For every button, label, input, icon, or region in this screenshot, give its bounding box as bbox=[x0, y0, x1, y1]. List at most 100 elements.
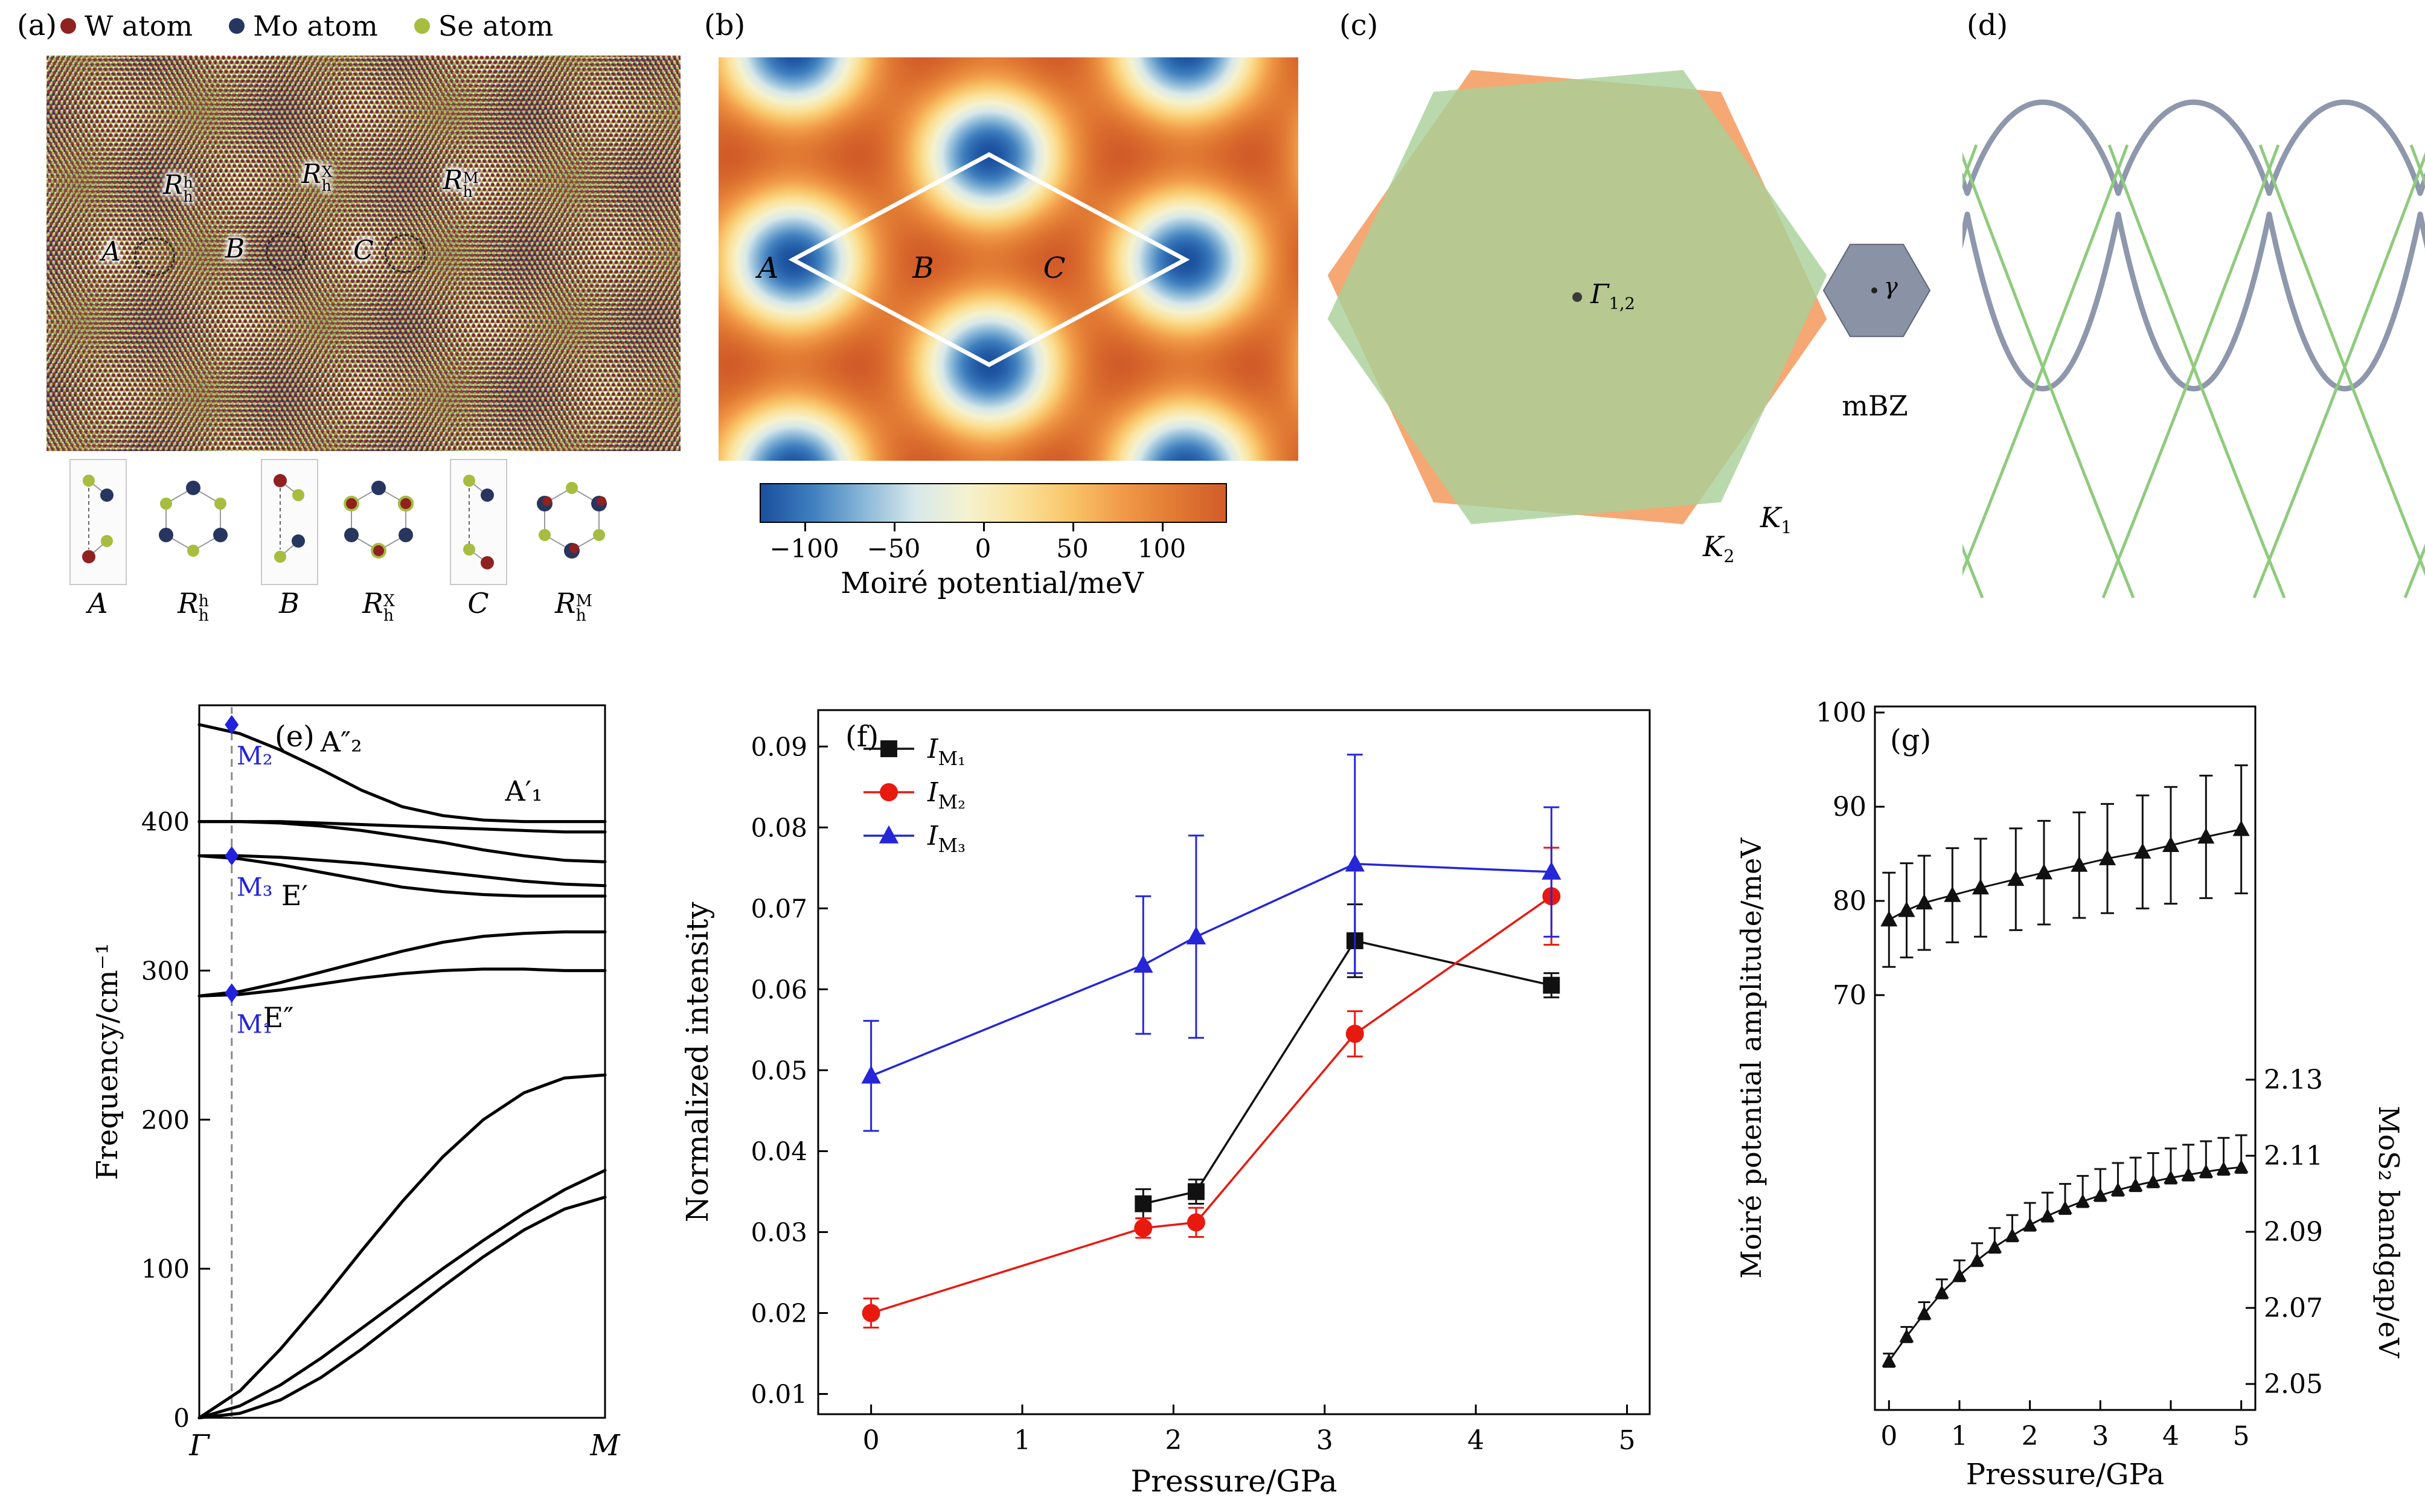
plot-frame bbox=[1874, 705, 2257, 1411]
svg-text:5: 5 bbox=[2233, 1421, 2250, 1452]
svg-text:2.05: 2.05 bbox=[2264, 1369, 2323, 1400]
legend-entry-IM2: IM₂ bbox=[927, 777, 966, 813]
svg-text:2.13: 2.13 bbox=[2264, 1065, 2323, 1095]
svg-text:A″₂: A″₂ bbox=[320, 726, 362, 758]
svg-text:5: 5 bbox=[1618, 1425, 1635, 1456]
series-mos2-bandgap bbox=[1882, 1134, 2249, 1368]
series-IM2 bbox=[862, 847, 1561, 1329]
colorbar-tick bbox=[983, 522, 985, 531]
unfolded-band bbox=[1962, 152, 2135, 598]
k2-label: K2 bbox=[1703, 530, 1735, 567]
svg-text:4: 4 bbox=[2162, 1421, 2179, 1452]
plot-frame bbox=[817, 709, 1651, 1415]
motif-label-c: C bbox=[467, 587, 489, 620]
unfolded-band bbox=[1962, 144, 2129, 577]
svg-text:0: 0 bbox=[863, 1425, 880, 1456]
svg-text:400: 400 bbox=[141, 807, 190, 837]
colorbar-title: Moiré potential/meV bbox=[841, 566, 1144, 600]
svg-text:80: 80 bbox=[1833, 886, 1866, 917]
legend-label-se: Se atom bbox=[438, 10, 554, 42]
svg-text:70: 70 bbox=[1833, 980, 1866, 1011]
svg-text:0: 0 bbox=[1880, 1421, 1897, 1452]
colorbar-tick-label: 50 bbox=[1056, 534, 1089, 563]
legend-item-se: Se atom bbox=[414, 10, 554, 42]
svg-text:2.11: 2.11 bbox=[2264, 1141, 2323, 1171]
svg-text:0.01: 0.01 bbox=[751, 1379, 807, 1409]
site-circle-c bbox=[385, 234, 426, 273]
site-label-c: C bbox=[353, 235, 374, 266]
phonon-mode-marker bbox=[225, 846, 239, 866]
mbz-label: mBZ bbox=[1842, 389, 1908, 422]
motif-rhh-diagram bbox=[159, 481, 228, 557]
map-label-c: C bbox=[1043, 251, 1066, 285]
colorbar-tick-label: 0 bbox=[975, 534, 991, 563]
motif-a-diagram bbox=[82, 475, 114, 563]
unfolded-band bbox=[2101, 144, 2280, 598]
svg-text:Normalized intensity: Normalized intensity bbox=[680, 902, 715, 1223]
svg-text:90: 90 bbox=[1833, 792, 1866, 822]
site-circle-b bbox=[266, 232, 307, 271]
unfolded-band bbox=[2258, 144, 2425, 577]
svg-text:1: 1 bbox=[1951, 1421, 1968, 1452]
series-line-IM3 bbox=[870, 862, 1552, 1077]
site-label-a: A bbox=[101, 236, 121, 267]
svg-text:Frequency/cm⁻¹: Frequency/cm⁻¹ bbox=[91, 943, 124, 1180]
motif-rhm bbox=[527, 459, 620, 585]
svg-text:2.07: 2.07 bbox=[2264, 1293, 2323, 1324]
motif-a-box bbox=[69, 459, 127, 585]
colorbar-tick bbox=[804, 522, 806, 531]
gamma-point bbox=[1572, 292, 1582, 302]
motif-rhx bbox=[333, 459, 424, 585]
site-label-b: B bbox=[225, 233, 245, 264]
svg-text:100: 100 bbox=[1816, 697, 1866, 728]
series-IM1 bbox=[1135, 903, 1560, 1220]
series-moire-amplitude bbox=[1880, 764, 2250, 968]
svg-text:Γ: Γ bbox=[188, 1429, 210, 1462]
series-line-IM2 bbox=[871, 895, 1552, 1315]
folded-band-lower bbox=[1964, 211, 2121, 392]
gamma-mbz-label: γ bbox=[1884, 273, 1898, 300]
phonon-branch bbox=[197, 820, 607, 863]
phonon-mode-marker bbox=[225, 715, 239, 735]
colorbar-tick-label: 100 bbox=[1137, 534, 1187, 563]
motif-label-a: A bbox=[88, 587, 108, 620]
svg-text:Pressure/GPa: Pressure/GPa bbox=[1966, 1458, 2164, 1491]
svg-text:0.09: 0.09 bbox=[751, 732, 807, 761]
svg-text:M₃: M₃ bbox=[237, 872, 273, 902]
series-line-IM1 bbox=[1142, 940, 1552, 1205]
intensity-pressure-chart: 0.01 0.02 0.03 0.04 0.05 0.06 0.07 0.08 0.09 0 1 2 3… bbox=[680, 709, 1651, 1499]
folded-band-lower bbox=[2417, 211, 2425, 249]
folded-band-schematic bbox=[1962, 99, 2425, 598]
gamma-mbz-point bbox=[1871, 287, 1877, 293]
panel-label-g: (g) bbox=[1890, 723, 1932, 757]
phonon-branch bbox=[197, 854, 607, 898]
svg-text:0.02: 0.02 bbox=[751, 1298, 807, 1328]
svg-text:2.09: 2.09 bbox=[2264, 1217, 2323, 1248]
svg-text:Moiré potential amplitude/meV: Moiré potential amplitude/meV bbox=[1735, 838, 1767, 1279]
phonon-branch bbox=[197, 1196, 607, 1420]
phonon-mode-marker bbox=[225, 983, 239, 1003]
legend-entry-IM1: IM₁ bbox=[927, 734, 966, 770]
unfolded-band bbox=[2107, 144, 2286, 598]
svg-text:Pressure/GPa: Pressure/GPa bbox=[1130, 1464, 1337, 1499]
svg-text:A′₁: A′₁ bbox=[505, 775, 543, 807]
legend-label-w: W atom bbox=[85, 10, 193, 42]
svg-text:E″: E″ bbox=[263, 1001, 294, 1034]
svg-text:2: 2 bbox=[2022, 1421, 2039, 1452]
gamma12-label: Γ1,2 bbox=[1591, 279, 1635, 313]
brillouin-zone-diagram bbox=[1327, 69, 1931, 525]
unit-cell-overlay bbox=[788, 152, 1190, 367]
motif-rhm-diagram bbox=[537, 482, 607, 559]
svg-text:0: 0 bbox=[173, 1403, 190, 1433]
svg-text:0.07: 0.07 bbox=[751, 894, 807, 923]
motif-c-box bbox=[450, 459, 507, 585]
colorbar-tick-label: −50 bbox=[867, 534, 921, 563]
svg-text:0.06: 0.06 bbox=[751, 975, 807, 1004]
folded-band-lower bbox=[2266, 211, 2423, 392]
legend-item-mo: Mo atom bbox=[229, 10, 378, 42]
svg-text:MoS₂ bandgap/eV: MoS₂ bandgap/eV bbox=[2372, 1106, 2405, 1358]
